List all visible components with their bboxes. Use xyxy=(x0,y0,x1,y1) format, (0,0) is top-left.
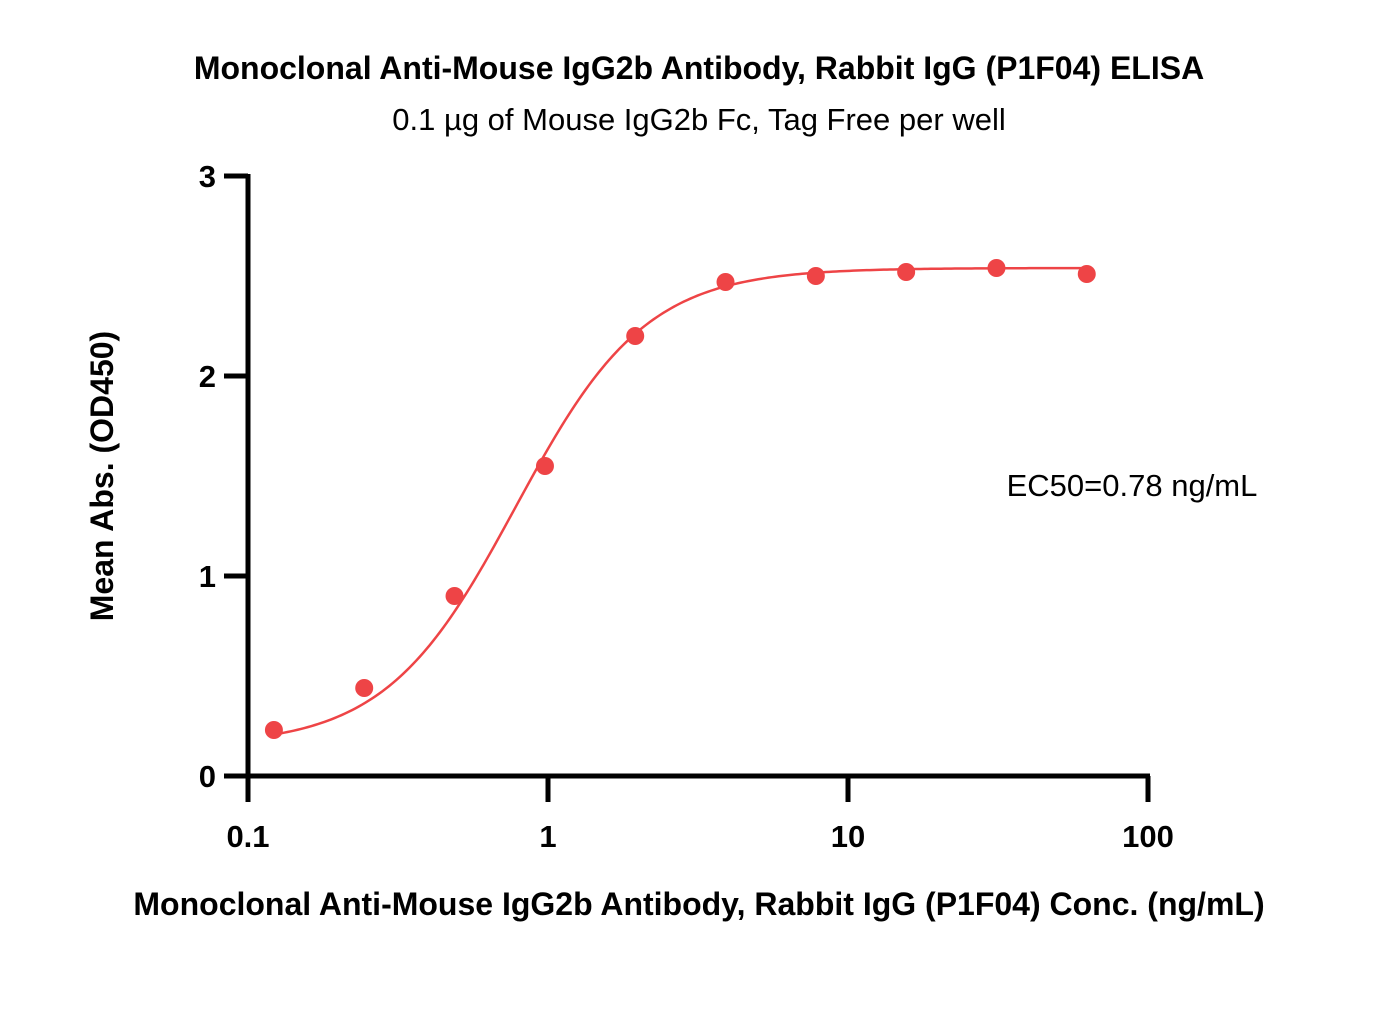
data-point xyxy=(1077,265,1096,283)
data-point xyxy=(897,263,916,281)
data-point xyxy=(445,587,464,605)
data-point xyxy=(626,327,645,345)
data-point xyxy=(264,721,283,739)
x-tick-label: 1 xyxy=(539,819,556,854)
fit-curve xyxy=(273,266,1087,736)
chart-subtitle: 0.1 µg of Mouse IgG2b Fc, Tag Free per w… xyxy=(392,102,1005,137)
x-ticks: 0.1 1 10 100 xyxy=(226,776,1174,854)
ec50-annotation: EC50=0.78 ng/mL xyxy=(1007,468,1258,503)
axes: 0.1 1 10 100 0 1 2 3 xyxy=(199,159,1174,854)
plot-area xyxy=(264,259,1096,739)
y-tick-label: 0 xyxy=(199,759,216,794)
data-point xyxy=(716,273,735,291)
x-axis-label: Monoclonal Anti-Mouse IgG2b Antibody, Ra… xyxy=(133,886,1264,922)
data-point xyxy=(535,457,554,475)
chart-title: Monoclonal Anti-Mouse IgG2b Antibody, Ra… xyxy=(194,50,1204,86)
x-tick-label: 0.1 xyxy=(226,819,269,854)
x-tick-label: 10 xyxy=(831,819,865,854)
data-point xyxy=(355,679,374,697)
data-points xyxy=(264,259,1096,739)
y-tick-label: 2 xyxy=(199,359,216,394)
data-point xyxy=(987,259,1006,277)
y-ticks: 0 1 2 3 xyxy=(199,159,248,794)
y-tick-label: 1 xyxy=(199,559,216,594)
y-axis-label: Mean Abs. (OD450) xyxy=(84,331,120,621)
data-point xyxy=(806,267,825,285)
x-tick-label: 100 xyxy=(1122,819,1174,854)
y-tick-label: 3 xyxy=(199,159,216,194)
